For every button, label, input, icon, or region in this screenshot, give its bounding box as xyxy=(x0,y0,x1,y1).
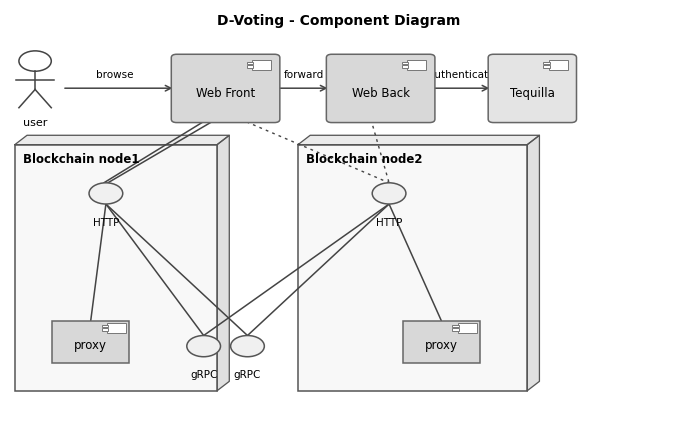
Circle shape xyxy=(372,183,406,204)
Bar xyxy=(247,66,253,69)
Bar xyxy=(402,66,408,69)
Circle shape xyxy=(89,183,123,204)
Text: Blockchain node1: Blockchain node1 xyxy=(23,153,139,166)
Bar xyxy=(247,63,253,65)
Polygon shape xyxy=(15,136,230,145)
Text: forward: forward xyxy=(283,70,324,80)
Bar xyxy=(408,61,426,70)
Text: HTTP: HTTP xyxy=(93,217,119,227)
Bar xyxy=(452,328,458,331)
FancyBboxPatch shape xyxy=(326,55,435,123)
Text: Blockchain node2: Blockchain node2 xyxy=(306,153,422,166)
Text: D-Voting - Component Diagram: D-Voting - Component Diagram xyxy=(217,14,460,28)
Bar xyxy=(402,63,408,65)
Bar xyxy=(458,323,477,333)
Bar xyxy=(452,325,458,328)
Polygon shape xyxy=(298,136,540,145)
Text: gRPC: gRPC xyxy=(234,370,261,380)
Text: proxy: proxy xyxy=(425,338,458,351)
Text: gRPC: gRPC xyxy=(190,370,217,380)
Bar xyxy=(403,321,480,363)
Bar xyxy=(52,321,129,363)
Bar xyxy=(15,145,217,391)
Text: Web Back: Web Back xyxy=(351,87,410,100)
Polygon shape xyxy=(217,136,230,391)
Bar xyxy=(253,61,271,70)
Circle shape xyxy=(187,336,221,357)
Bar xyxy=(107,323,126,333)
Text: user: user xyxy=(23,118,47,128)
Text: proxy: proxy xyxy=(74,338,107,351)
Circle shape xyxy=(231,336,264,357)
Text: browse: browse xyxy=(96,70,133,80)
FancyBboxPatch shape xyxy=(488,55,577,123)
Bar xyxy=(544,66,550,69)
Text: Tequilla: Tequilla xyxy=(510,87,554,100)
Bar xyxy=(298,145,527,391)
Bar xyxy=(102,325,108,328)
Text: Web Front: Web Front xyxy=(196,87,255,100)
Bar xyxy=(544,63,550,65)
Text: HTTP: HTTP xyxy=(376,217,402,227)
FancyBboxPatch shape xyxy=(171,55,280,123)
Bar xyxy=(549,61,568,70)
Text: authenticate: authenticate xyxy=(428,70,494,80)
Bar xyxy=(102,328,108,331)
Polygon shape xyxy=(527,136,540,391)
Circle shape xyxy=(19,52,51,72)
